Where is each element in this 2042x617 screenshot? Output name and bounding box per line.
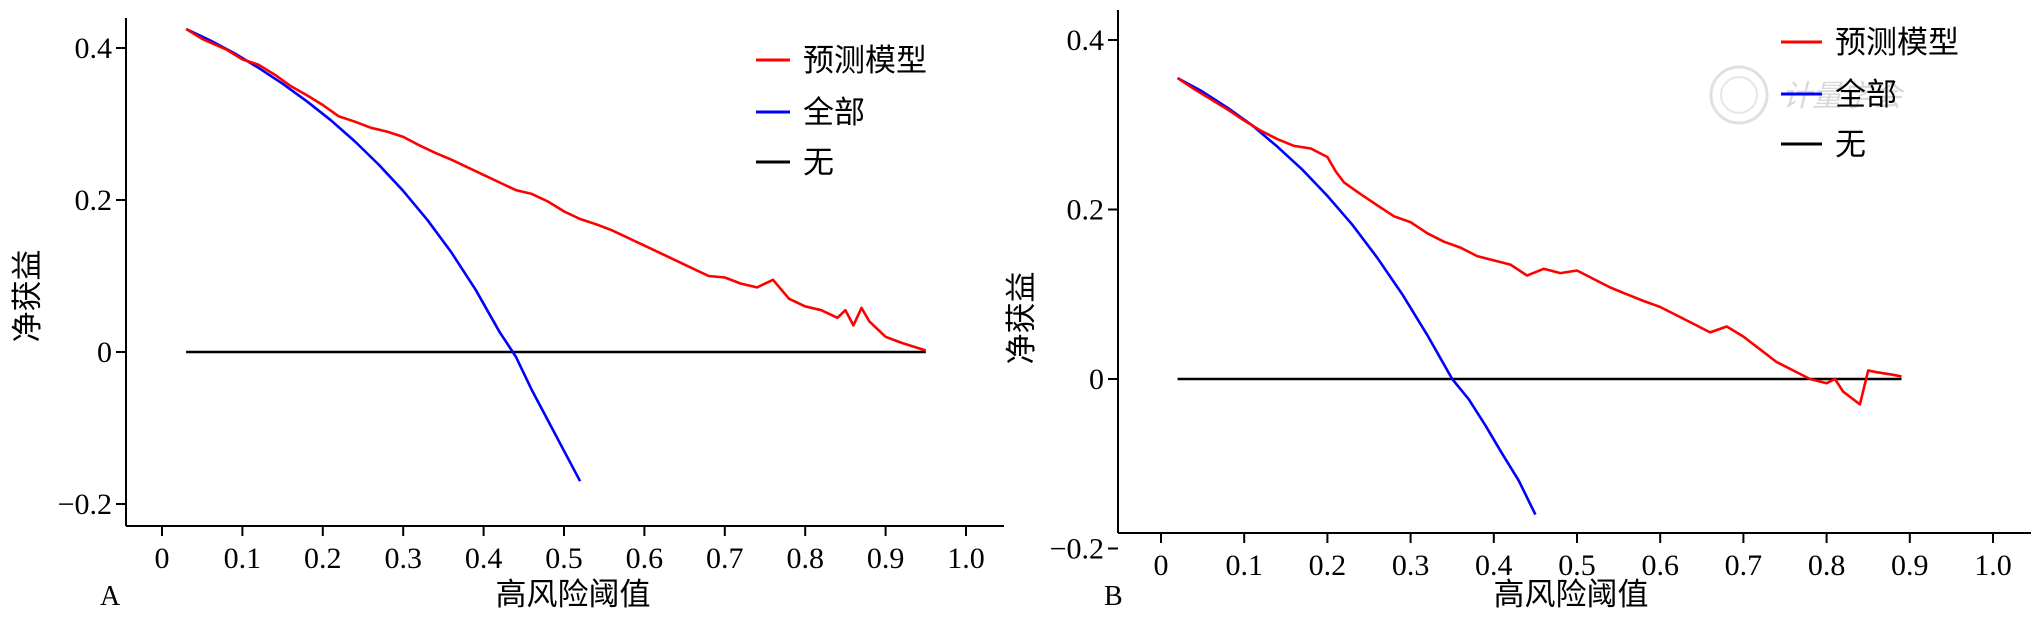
x-tick-label: 0.4	[465, 542, 503, 575]
legend-label: 无	[803, 145, 834, 181]
y-tick-label: 0.4	[75, 32, 113, 65]
x-tick-label: 0.3	[1392, 549, 1430, 582]
x-tick-label: 0.8	[1808, 549, 1846, 582]
x-tick-label: 0.1	[224, 542, 262, 575]
panel-A: 0 0.1 0.2 0.3 0.4 0.5 0.6 0.7 0.8 0.9 1.0 −0.2 0 0.2 0…	[10, 18, 1004, 613]
x-tick-label: 0.7	[706, 542, 744, 575]
watermark: 计量学会	[1709, 65, 1905, 125]
x-tick-label: 0.8	[786, 542, 824, 575]
x-tick-label: 0.1	[1225, 549, 1263, 582]
x-tick-label: 1.0	[1974, 549, 2012, 582]
y-tick-label: −0.2	[58, 488, 112, 521]
seal-inner-ring	[1720, 76, 1758, 114]
x-tick-label: 1.0	[947, 542, 985, 575]
legend-label: 预测模型	[803, 43, 927, 79]
x-tick-label: 0	[1154, 549, 1169, 582]
legend-label: 预测模型	[1835, 25, 1959, 61]
x-tick-label: 0	[155, 542, 170, 575]
watermark-text: 计量学会	[1782, 79, 1905, 114]
x-tick-label: 0.2	[1309, 549, 1347, 582]
series-line-1	[1176, 76, 1537, 516]
x-tick-label: 0.7	[1725, 549, 1763, 582]
legend-label: 全部	[1835, 77, 1897, 113]
y-axis-label: 净获益	[1004, 272, 1040, 365]
series-line-0	[1176, 77, 1902, 406]
y-tick-label: 0	[97, 336, 112, 369]
legend-label: 无	[1835, 127, 1866, 163]
x-axis-label: 高风险阈值	[1494, 577, 1649, 613]
x-tick-label: 0.6	[626, 542, 664, 575]
series-line-1	[185, 27, 582, 482]
panel-label: A	[100, 581, 121, 612]
y-axis-label: 净获益	[10, 250, 46, 343]
y-tick-label: 0.2	[75, 184, 113, 217]
y-tick-label: 0.2	[1067, 194, 1105, 227]
x-tick-label: 0.5	[1558, 549, 1596, 582]
x-tick-label: 0.9	[867, 542, 905, 575]
panel-B: 0 0.1 0.2 0.3 0.4 0.5 0.6 0.7 0.8 0.9 1.0 −0.2 0 0.2 0…	[1004, 10, 2031, 613]
x-tick-label: 0.2	[304, 542, 342, 575]
x-tick-label: 0.9	[1891, 549, 1929, 582]
series-line-0	[185, 27, 927, 352]
y-tick-label: 0	[1089, 363, 1104, 396]
y-tick-label: −0.2	[1050, 533, 1104, 566]
panel-label: B	[1104, 581, 1123, 612]
seal-icon	[1709, 65, 1769, 125]
x-tick-label: 0.3	[384, 542, 422, 575]
x-tick-label: 0.4	[1475, 549, 1513, 582]
y-tick-label: 0.4	[1067, 24, 1105, 57]
x-tick-label: 0.5	[545, 542, 583, 575]
legend-label: 全部	[803, 95, 865, 131]
x-tick-label: 0.6	[1641, 549, 1679, 582]
x-axis-label: 高风险阈值	[496, 577, 651, 613]
